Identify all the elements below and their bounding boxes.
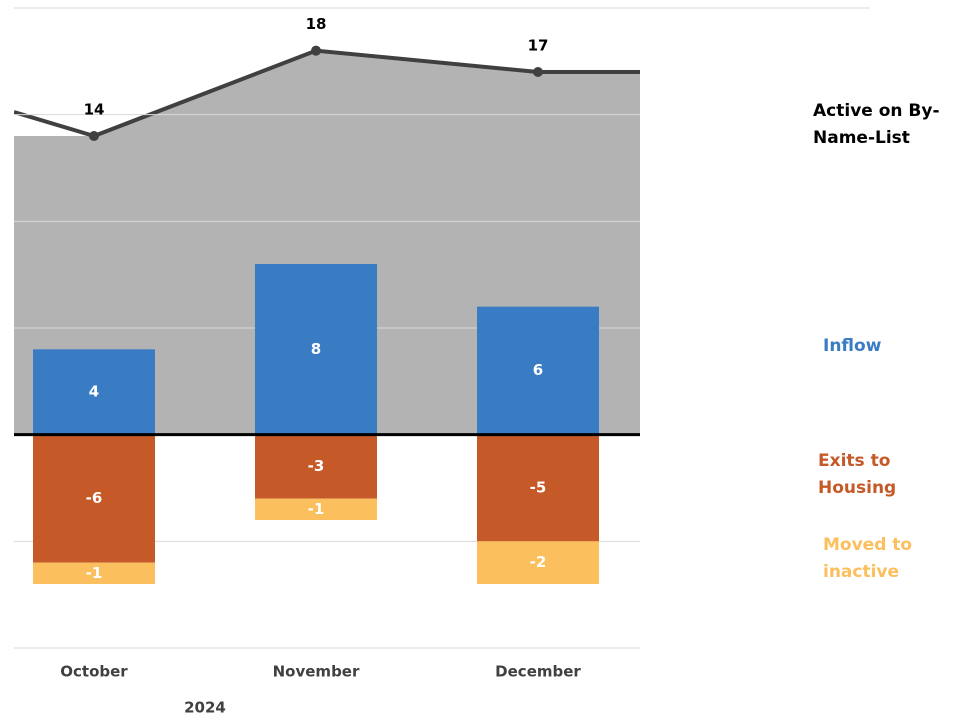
bar [33, 349, 155, 435]
bar [477, 434, 599, 542]
data-label: -1 [86, 564, 103, 582]
bar [255, 264, 377, 435]
data-label: 4 [89, 383, 99, 401]
point [311, 45, 321, 56]
data-label: 8 [311, 340, 321, 358]
point [533, 67, 543, 77]
data-label: -5 [530, 479, 547, 497]
bar [477, 306, 599, 435]
line-extension [14, 110, 95, 138]
x-tick-label: October [60, 663, 128, 681]
legend-entry: Exits to Housing [818, 451, 897, 498]
data-label: 18 [306, 15, 327, 33]
bar [33, 434, 155, 563]
bar [255, 498, 377, 520]
bar [255, 434, 377, 499]
legend-entry: Moved to inactive [823, 535, 913, 582]
point [89, 131, 99, 141]
data-label: -6 [86, 489, 103, 507]
x-tick-label: November [273, 663, 360, 681]
x-tick-label: December [495, 663, 581, 681]
bar [477, 541, 599, 584]
bar [33, 562, 155, 584]
data-label: 6 [533, 361, 543, 379]
legend-entry: Inflow [823, 336, 882, 356]
data-label: -3 [308, 457, 325, 475]
year-label: 2024 [184, 699, 226, 717]
data-label: 17 [528, 37, 549, 55]
data-label: 14 [84, 101, 105, 119]
data-label: -1 [308, 500, 325, 518]
data-label: -2 [530, 553, 547, 571]
legend-entry: Active on By-Name-List [813, 101, 940, 148]
